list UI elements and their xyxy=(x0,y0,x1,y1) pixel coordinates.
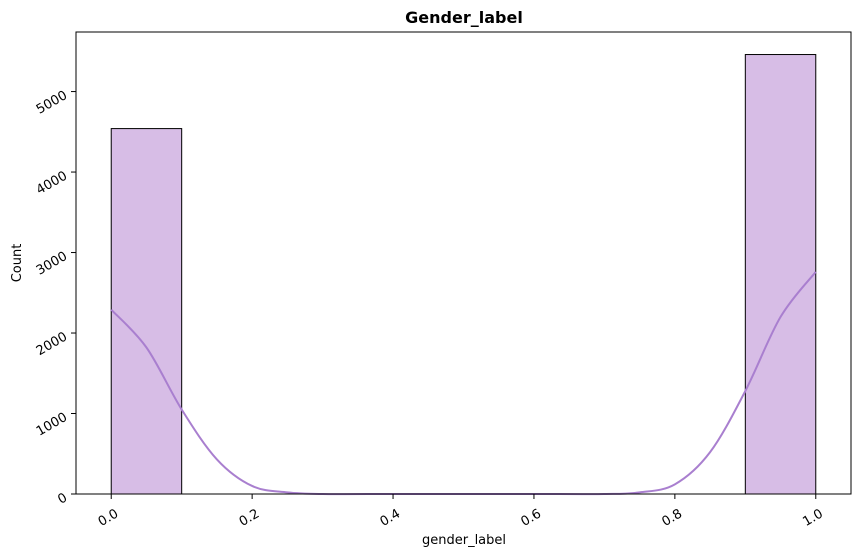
x-tick-label-5: 1.0 xyxy=(800,506,825,529)
histogram-bar-0 xyxy=(110,128,183,495)
bars-layer xyxy=(110,54,817,495)
x-tick-label-0: 0.0 xyxy=(96,506,121,529)
x-tick-label-3: 0.6 xyxy=(519,506,544,529)
kde-layer xyxy=(110,271,817,496)
x-tick-label-4: 0.8 xyxy=(659,506,684,529)
chart-title: Gender_label xyxy=(405,8,523,27)
x-tick-label-2: 0.4 xyxy=(378,506,403,529)
y-tick-label-2: 2000 xyxy=(34,329,70,359)
y-tick-label-3: 3000 xyxy=(34,249,70,279)
plot-frame xyxy=(75,31,852,495)
y-axis-label: Count xyxy=(10,244,25,283)
histogram-bar-9 xyxy=(744,54,817,495)
x-axis-label: gender_label xyxy=(422,533,506,548)
x-axis: 0.0 0.2 0.4 0.6 0.8 1.0 xyxy=(96,494,826,530)
y-tick-label-5: 5000 xyxy=(34,88,70,118)
y-tick-label-4: 4000 xyxy=(34,169,70,199)
kde-curve xyxy=(110,271,817,496)
y-tick-label-1: 1000 xyxy=(34,410,70,440)
y-tick-label-0: 0 xyxy=(55,490,70,507)
x-tick-label-1: 0.2 xyxy=(237,506,262,529)
y-axis: 0 1000 2000 3000 4000 5000 xyxy=(34,88,76,508)
